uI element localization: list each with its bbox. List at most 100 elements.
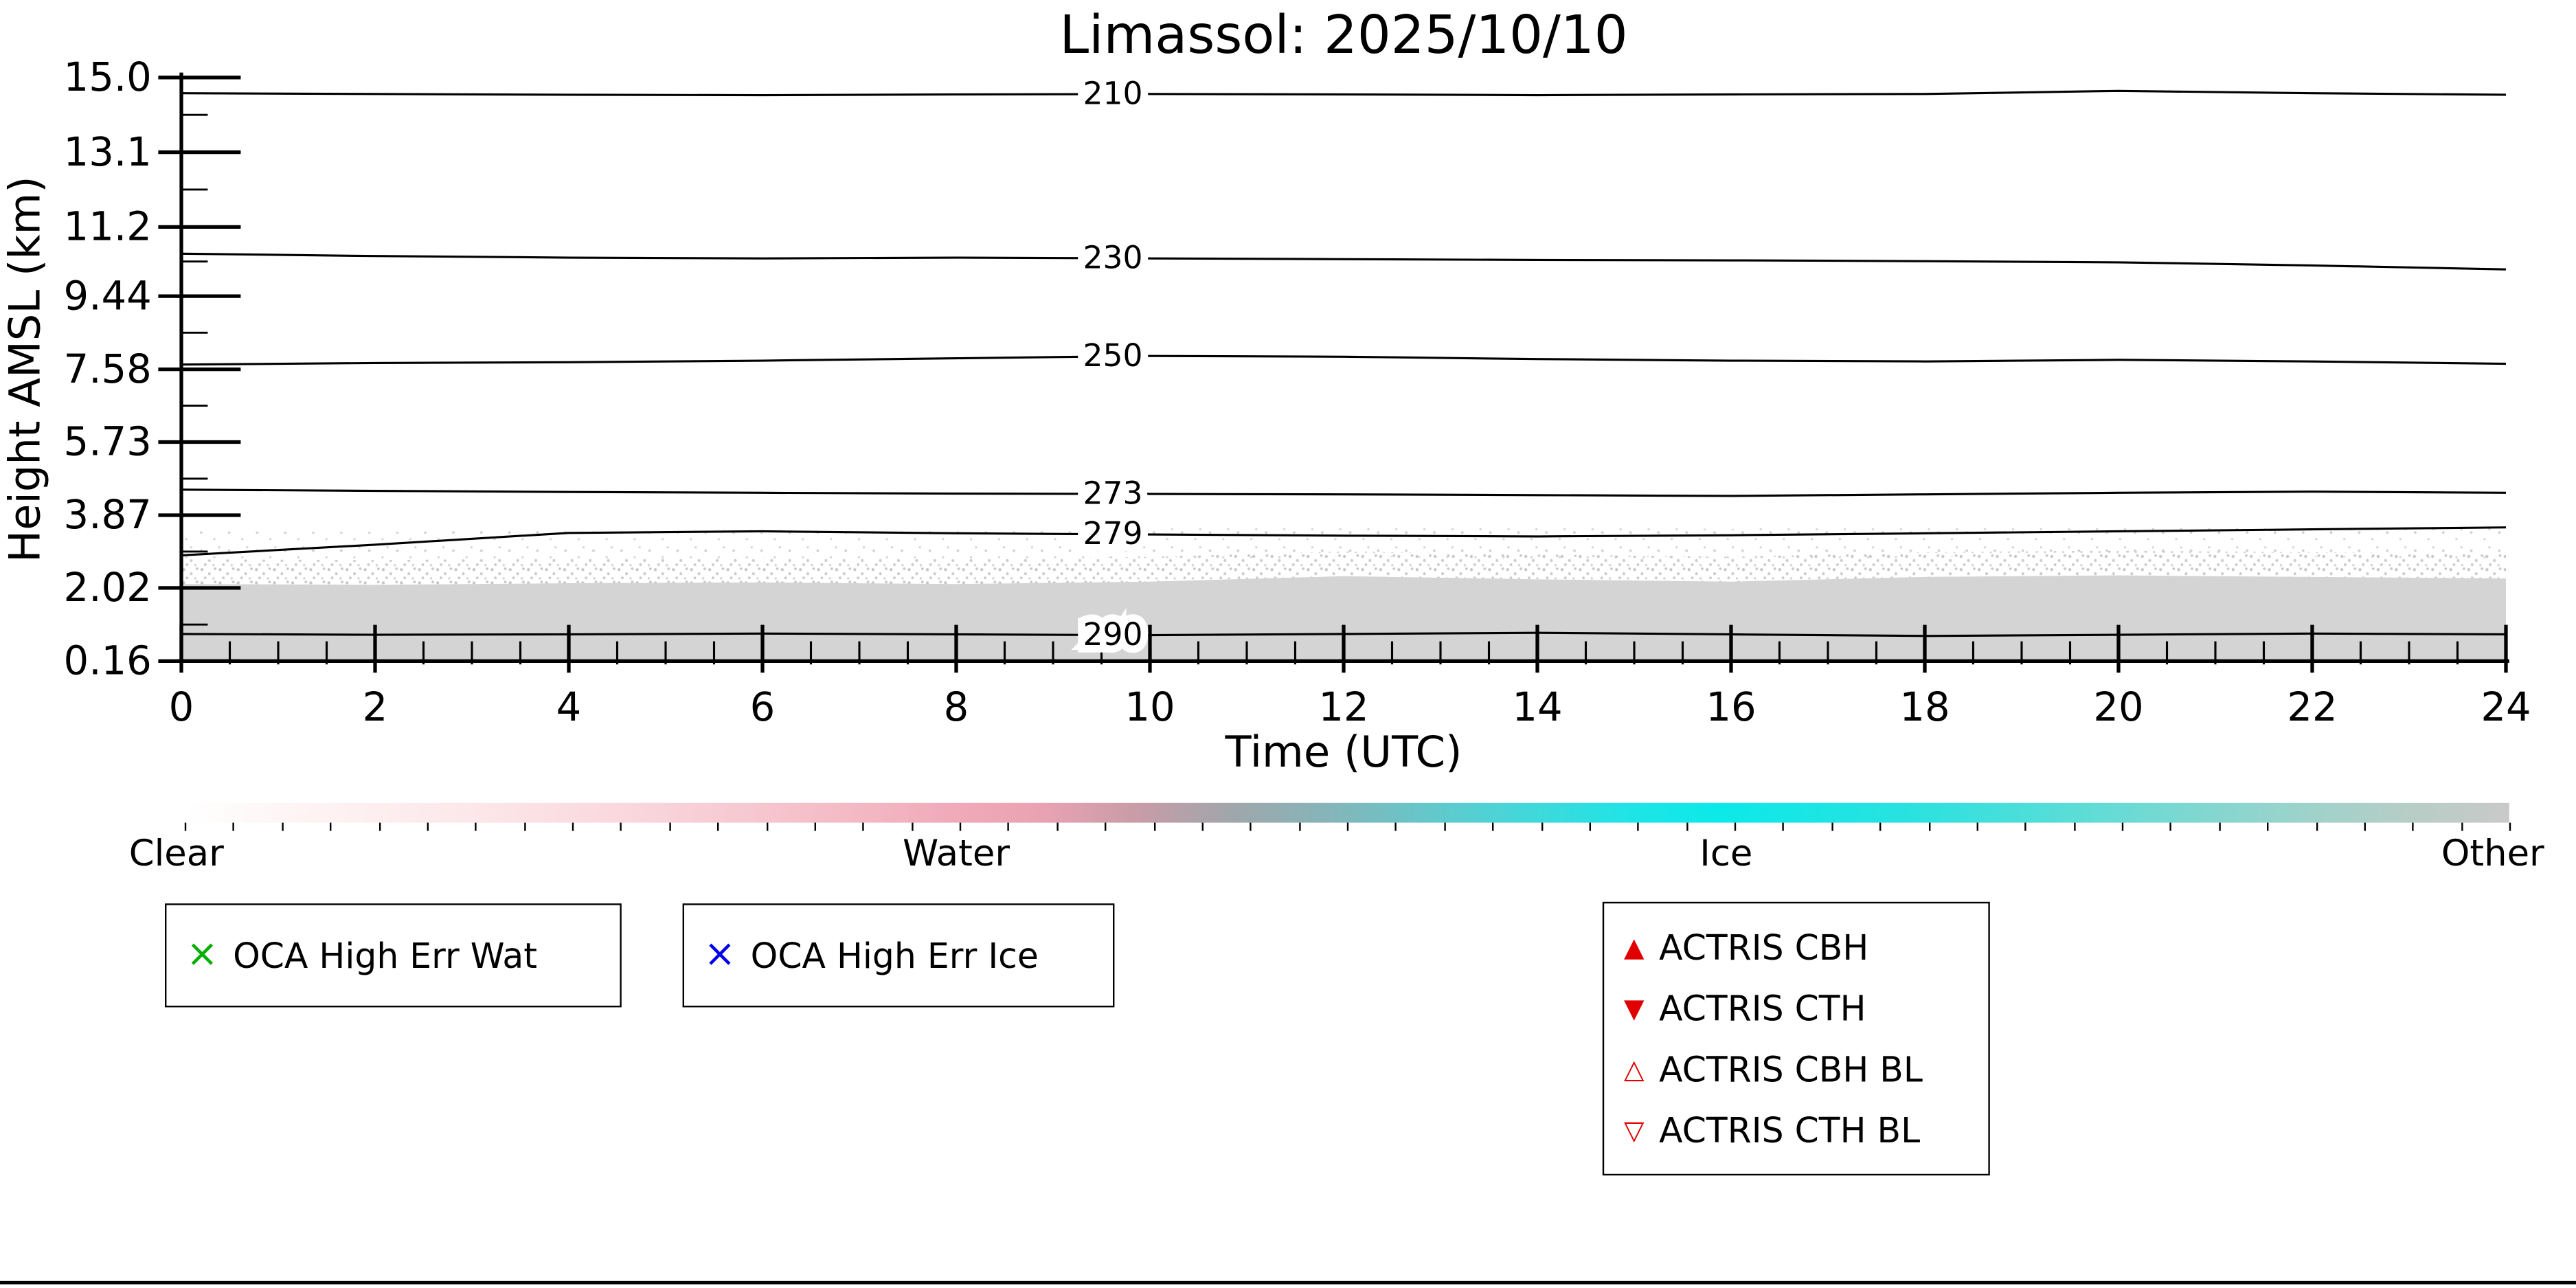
legend-label: ACTRIS CTH BL (1659, 1110, 1921, 1151)
colorbar-tick (1783, 822, 1785, 831)
colorbar-tick (2170, 822, 2172, 831)
colorbar-tick (2315, 822, 2318, 831)
y-tick-label: 3.87 (64, 492, 152, 538)
legend-row-actris-cbh-bl: △ ACTRIS CBH BL (1624, 1039, 1988, 1100)
x-tick-label: 14 (1512, 684, 1562, 730)
colorbar-tick (1589, 822, 1591, 831)
colorbar-tick (620, 822, 622, 831)
colorbar-tick (2509, 822, 2511, 831)
x-tick-label: 16 (1706, 684, 1756, 730)
contour-label: 250 (1083, 337, 1142, 374)
colorbar-tick (1153, 822, 1155, 831)
x-tick-label: 8 (944, 684, 969, 730)
colorbar-tick (1928, 822, 1930, 831)
colorbar-label-water: Water (902, 834, 1010, 876)
colorbar-tick (281, 822, 284, 831)
x-tick-label: 12 (1318, 684, 1368, 730)
y-tick-label: 15.0 (64, 54, 152, 100)
x-axis-label: Time (UTC) (1225, 728, 1462, 778)
colorbar-tick (911, 822, 913, 831)
chart-title: Limassol: 2025/10/10 (1059, 3, 1628, 66)
colorbar-tick (1298, 822, 1300, 831)
colorbar-tick (2412, 822, 2415, 831)
contour-label: 273 (1083, 475, 1142, 511)
colorbar-tick (2267, 822, 2269, 831)
colorbar-tick (427, 822, 429, 831)
x-tick-label: 22 (2287, 684, 2337, 730)
legend-label: OCA High Err Ice (750, 936, 1039, 975)
legend-row-actris-cth: ▼ ACTRIS CTH (1624, 978, 1988, 1039)
colorbar-tick (1395, 822, 1397, 831)
colorbar-tick (184, 822, 187, 831)
colorbar (184, 802, 2511, 831)
colorbar-label-other: Other (2441, 834, 2544, 876)
colorbar-tick (1686, 822, 1688, 831)
y-tick-label: 11.2 (64, 204, 152, 250)
colorbar-tick (1540, 822, 1543, 831)
contour-line (181, 631, 2507, 637)
colorbar-tick (1056, 822, 1059, 831)
colorbar-tick (1008, 822, 1010, 831)
colorbar-tick (1201, 822, 1204, 831)
colorbar-tick (2073, 822, 2075, 831)
colorbar-tick (2461, 822, 2463, 831)
colorbar-tick (959, 822, 962, 831)
colorbar-tick (233, 822, 235, 831)
contour-line (181, 89, 2507, 97)
triangle-down-filled-icon: ▼ (1624, 991, 1645, 1024)
x-tick-label: 24 (2481, 684, 2531, 730)
legend-label: ACTRIS CBH BL (1659, 1049, 1923, 1089)
triangle-up-filled-icon: ▲ (1624, 930, 1645, 962)
plot-area: 15.013.111.29.447.585.733.872.020.160 2 4 6… (64, 54, 2531, 730)
colorbar-tick (1250, 822, 1252, 831)
colorbar-tick (717, 822, 719, 831)
contour-label: 210 (1083, 75, 1142, 111)
y-tick-label: 9.44 (64, 273, 152, 319)
contour-line (181, 488, 2507, 497)
x-tick-label: 6 (750, 684, 776, 730)
x-tick-label: 2 (363, 684, 388, 730)
colorbar-tick (1734, 822, 1737, 831)
colorbar-tick (765, 822, 768, 831)
colorbar-label-ice: Ice (1699, 834, 1753, 876)
legend-oca-high-err-wat: × OCA High Err Wat (165, 903, 622, 1008)
legend-label: ACTRIS CTH (1659, 988, 1866, 1028)
colorbar-tick (378, 822, 381, 831)
colorbar-tick (1492, 822, 1494, 831)
contour-line (181, 526, 2507, 556)
colorbar-tick (1879, 822, 1882, 831)
contour-label: 230 (1083, 239, 1142, 275)
legend-actris: ▲ ACTRIS CBH ▼ ACTRIS CTH △ ACTRIS CBH B… (1602, 901, 1990, 1176)
green-x-marker-icon: × (186, 933, 218, 976)
legend-row: × OCA High Err Wat (186, 925, 620, 986)
colorbar-tick (2218, 822, 2221, 831)
colorbar-tick (814, 822, 816, 831)
legend-row-actris-cbh: ▲ ACTRIS CBH (1624, 916, 1988, 978)
colorbar-tick (2121, 822, 2124, 831)
colorbar-tick (330, 822, 332, 831)
triangle-down-open-icon: ▽ (1624, 1114, 1645, 1145)
colorbar-tick (668, 822, 671, 831)
colorbar-tick (2364, 822, 2366, 831)
colorbar-tick (1637, 822, 1640, 831)
x-tick-label: 4 (556, 684, 582, 730)
contour-line (181, 252, 2507, 271)
colorbar-tick (1105, 822, 1107, 831)
colorbar-tick (1831, 822, 1833, 831)
colorbar-tick (1443, 822, 1446, 831)
y-tick-label: 7.58 (64, 346, 152, 392)
bottom-border (0, 1280, 2576, 1285)
triangle-up-open-icon: △ (1624, 1052, 1645, 1085)
y-axis-label: Height AMSL (km) (1, 176, 52, 563)
x-tick-label: 18 (1899, 684, 1950, 730)
y-tick-label: 5.73 (64, 419, 152, 465)
contour-line (181, 354, 2507, 366)
colorbar-label-clear: Clear (128, 834, 224, 876)
legend-row: × OCA High Err Ice (704, 925, 1113, 986)
blue-x-marker-icon: × (703, 933, 736, 976)
legend-row-actris-cth-bl: ▽ ACTRIS CTH BL (1624, 1100, 1988, 1161)
y-tick-label: 13.1 (64, 129, 152, 175)
colorbar-tick (1346, 822, 1349, 831)
x-tick-label: 20 (2093, 684, 2143, 730)
